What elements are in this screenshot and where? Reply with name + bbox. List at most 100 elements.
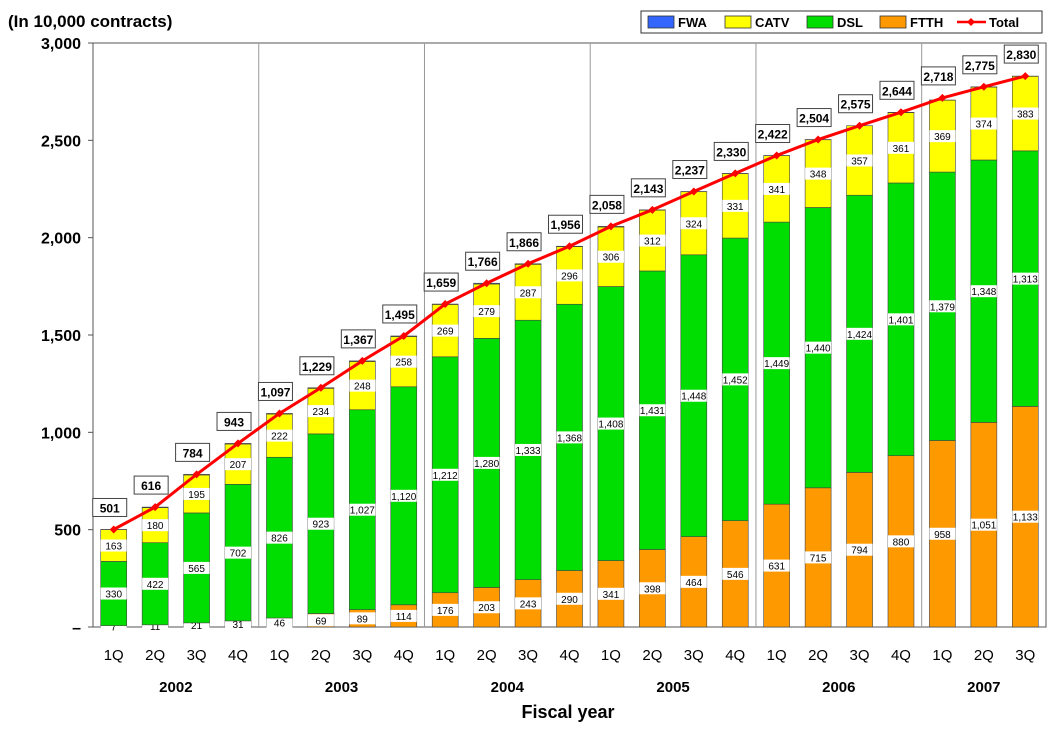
total-label: 2,830 bbox=[1006, 48, 1036, 62]
x-tick-label: 4Q bbox=[228, 647, 248, 664]
data-label-dsl: 1,448 bbox=[681, 392, 706, 403]
year-label: 2003 bbox=[325, 679, 358, 696]
data-label-catv: 348 bbox=[810, 170, 827, 181]
data-label-dsl: 1,348 bbox=[971, 287, 996, 298]
y-tick-label: 1,500 bbox=[41, 328, 81, 345]
total-label: 2,504 bbox=[799, 112, 829, 126]
total-label: 1,229 bbox=[302, 360, 332, 374]
legend-swatch-fwa bbox=[648, 16, 674, 28]
total-label: 1,495 bbox=[385, 308, 415, 322]
data-label-catv: 180 bbox=[147, 521, 164, 532]
x-tick-label: 3Q bbox=[352, 647, 372, 664]
data-label-dsl: 923 bbox=[313, 520, 330, 531]
data-label-dsl: 1,424 bbox=[847, 330, 872, 341]
legend-label-fwa: FWA bbox=[678, 15, 707, 30]
y-tick-label: 500 bbox=[54, 523, 81, 540]
y-tick-label: 3,000 bbox=[41, 36, 81, 53]
total-label: 1,659 bbox=[426, 276, 456, 290]
legend-label-total: Total bbox=[989, 15, 1019, 30]
data-label-dsl: 1,449 bbox=[764, 359, 789, 370]
total-label: 1,367 bbox=[343, 333, 373, 347]
data-label-ftth: 958 bbox=[934, 530, 951, 541]
data-label-dsl: 1,120 bbox=[391, 492, 416, 503]
data-label-ftth: 46 bbox=[274, 619, 286, 630]
data-label-catv: 331 bbox=[727, 202, 744, 213]
total-label: 616 bbox=[141, 479, 161, 493]
y-tick-label: 2,500 bbox=[41, 133, 81, 150]
data-label-ftth: 546 bbox=[727, 570, 744, 581]
data-label-catv: 361 bbox=[893, 144, 910, 155]
data-label-ftth: 794 bbox=[851, 546, 868, 557]
data-label-dsl: 1,379 bbox=[930, 302, 955, 313]
x-tick-label: 1Q bbox=[104, 647, 124, 664]
data-label-dsl: 1,027 bbox=[350, 506, 375, 517]
x-tick-label: 3Q bbox=[518, 647, 538, 664]
data-label-catv: 306 bbox=[603, 253, 620, 264]
data-label-dsl: 1,212 bbox=[433, 471, 458, 482]
legend-swatch-catv bbox=[725, 16, 751, 28]
x-tick-label: 3Q bbox=[684, 647, 704, 664]
data-label-dsl: 1,431 bbox=[640, 406, 665, 417]
total-label: 943 bbox=[224, 415, 244, 429]
data-label-ftth: 464 bbox=[685, 578, 702, 589]
data-label-ftth: 1,051 bbox=[971, 521, 996, 532]
y-tick-label: 1,000 bbox=[41, 425, 81, 442]
data-label-dsl: 565 bbox=[188, 564, 205, 575]
data-label-dsl: 1,313 bbox=[1013, 275, 1038, 286]
data-label-ftth: 203 bbox=[478, 603, 495, 614]
legend-label-dsl: DSL bbox=[837, 15, 863, 30]
data-label-ftth: 1,133 bbox=[1013, 513, 1038, 524]
legend-label-ftth: FTTH bbox=[910, 15, 943, 30]
data-label-catv: 234 bbox=[313, 407, 330, 418]
x-tick-label: 3Q bbox=[187, 647, 207, 664]
data-label-catv: 369 bbox=[934, 132, 951, 143]
data-label-catv: 279 bbox=[478, 307, 495, 318]
data-label-ftth: 341 bbox=[603, 590, 620, 601]
total-label: 2,718 bbox=[923, 70, 953, 84]
data-label-catv: 357 bbox=[851, 156, 868, 167]
x-tick-label: 1Q bbox=[601, 647, 621, 664]
year-label: 2007 bbox=[967, 679, 1000, 696]
x-tick-label: 2Q bbox=[808, 647, 828, 664]
data-label-dsl: 826 bbox=[271, 534, 288, 545]
total-label: 501 bbox=[100, 501, 120, 515]
data-label-dsl: 422 bbox=[147, 580, 164, 591]
legend: FWA CATV DSL FTTH Total bbox=[641, 11, 1042, 33]
data-label-ftth: 243 bbox=[520, 599, 537, 610]
data-label-ftth: 398 bbox=[644, 584, 661, 595]
data-label-catv: 383 bbox=[1017, 110, 1034, 121]
total-label: 2,237 bbox=[675, 164, 705, 178]
x-tick-label: 1Q bbox=[932, 647, 952, 664]
x-tick-label: 2Q bbox=[145, 647, 165, 664]
data-label-dsl: 1,440 bbox=[806, 344, 831, 355]
data-label-ftth: 631 bbox=[768, 562, 785, 573]
x-axis-label: Fiscal year bbox=[521, 702, 614, 722]
data-label-catv: 287 bbox=[520, 288, 537, 299]
total-label: 2,422 bbox=[758, 128, 788, 142]
data-label-dsl: 1,333 bbox=[516, 446, 541, 457]
data-label-dsl: 1,280 bbox=[474, 459, 499, 470]
data-label-catv: 248 bbox=[354, 382, 371, 393]
data-label-dsl: 702 bbox=[230, 549, 247, 560]
x-tick-label: 2Q bbox=[642, 647, 662, 664]
data-label-dsl: 330 bbox=[105, 590, 122, 601]
data-label-dsl: 1,452 bbox=[723, 375, 748, 386]
x-tick-label: 4Q bbox=[891, 647, 911, 664]
x-tick-label: 3Q bbox=[850, 647, 870, 664]
data-label-ftth: 89 bbox=[357, 614, 369, 625]
x-tick-label: 1Q bbox=[435, 647, 455, 664]
data-label-ftth: 880 bbox=[893, 537, 910, 548]
data-label-catv: 312 bbox=[644, 237, 661, 248]
x-tick-label: 4Q bbox=[559, 647, 579, 664]
data-label-catv: 222 bbox=[271, 432, 288, 443]
total-label: 1,866 bbox=[509, 236, 539, 250]
data-label-catv: 207 bbox=[230, 460, 247, 471]
x-tick-label: 3Q bbox=[1015, 647, 1035, 664]
legend-label-catv: CATV bbox=[755, 15, 790, 30]
year-label: 2005 bbox=[656, 679, 689, 696]
x-tick-label: 2Q bbox=[311, 647, 331, 664]
y-tick-label: – bbox=[72, 620, 81, 637]
data-label-catv: 163 bbox=[105, 542, 122, 553]
y-axis-unit-label: (In 10,000 contracts) bbox=[8, 12, 172, 31]
